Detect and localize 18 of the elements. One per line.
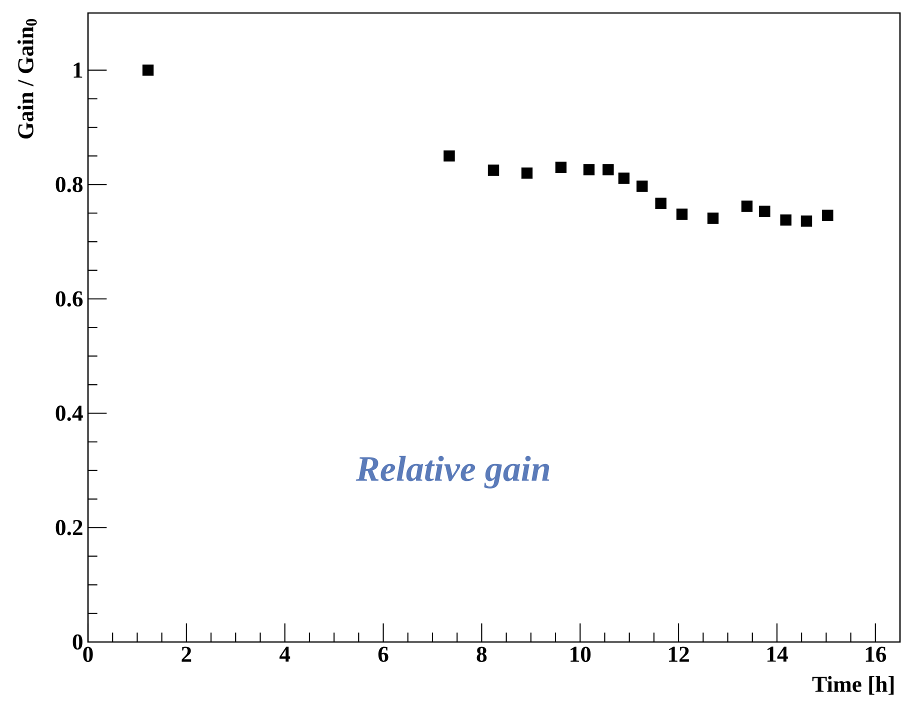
y-tick-label: 0.2 [56, 520, 82, 536]
x-tick-label: 12 [669, 646, 689, 662]
y-tick-label: 0.6 [56, 291, 83, 307]
y-axis-title: Gain / Gain$_{0}$ [17, 18, 37, 139]
annotation: Relative gain [356, 456, 550, 488]
x-tick-label: 14 [767, 646, 788, 662]
y-tick-label: 0 [72, 634, 82, 650]
x-tick-label: 0 [83, 646, 93, 662]
x-tick-label: 4 [280, 646, 290, 662]
y-tick-label: 0.4 [56, 406, 83, 421]
x-tick-label: 8 [476, 646, 487, 662]
x-tick-label: 10 [570, 646, 591, 662]
x-tick-label: 16 [866, 646, 886, 662]
x-tick-label: 2 [182, 646, 192, 662]
x-axis-title: Time [h] [812, 676, 894, 695]
y-tick-label: 0.8 [56, 176, 83, 192]
x-tick-label: 6 [378, 646, 388, 662]
y-tick-label: 1 [74, 62, 82, 78]
